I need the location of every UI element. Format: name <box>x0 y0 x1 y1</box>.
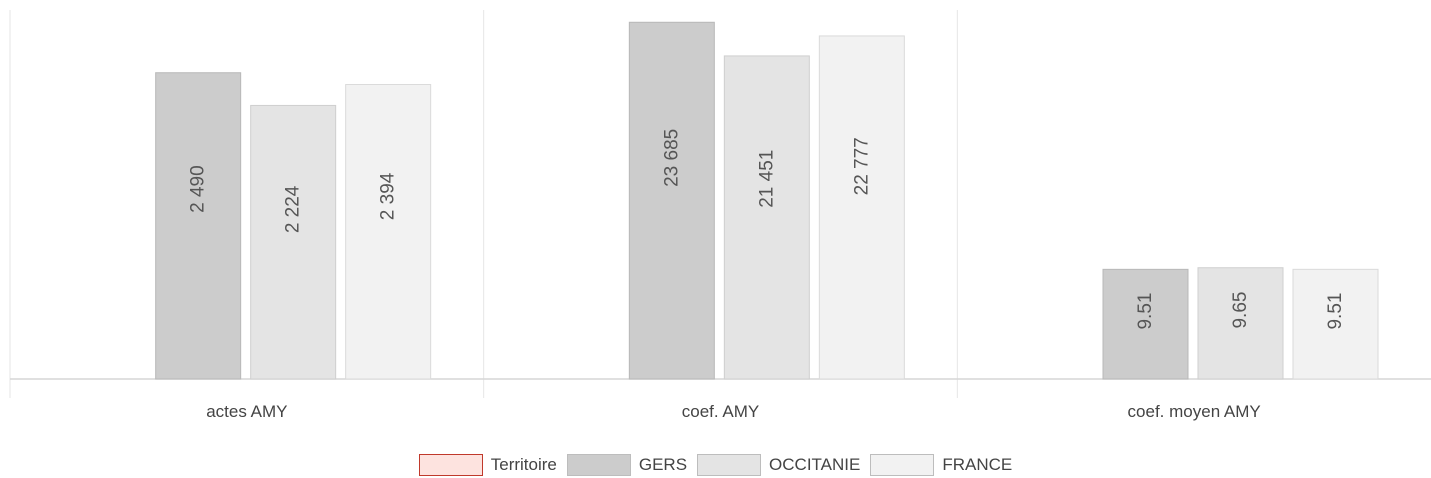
legend-swatch-occitanie <box>697 454 761 476</box>
bar-value-label: 21 451 <box>756 150 777 208</box>
bar-value-label: 22 777 <box>851 137 872 195</box>
category-label: actes AMY <box>206 402 287 421</box>
legend: Territoire GERS OCCITANIE FRANCE <box>0 452 1431 478</box>
category-label: coef. AMY <box>682 402 759 421</box>
legend-swatch-gers <box>567 454 631 476</box>
legend-item-territoire[interactable]: Territoire <box>419 454 557 476</box>
legend-item-occitanie[interactable]: OCCITANIE <box>697 454 860 476</box>
bar-value-label: 9.65 <box>1230 292 1251 329</box>
legend-item-france[interactable]: FRANCE <box>870 454 1012 476</box>
bar-gers-2[interactable] <box>629 22 714 379</box>
bar-value-label: 23 685 <box>661 129 682 187</box>
category-label: coef. moyen AMY <box>1128 402 1261 421</box>
bar-france-1[interactable] <box>346 85 431 379</box>
bar-value-label: 2 394 <box>378 172 399 220</box>
legend-label-france: FRANCE <box>942 455 1012 475</box>
legend-swatch-territoire <box>419 454 483 476</box>
bar-occitanie-1[interactable] <box>251 105 336 379</box>
bar-value-label: 9.51 <box>1135 293 1156 330</box>
bar-value-label: 2 490 <box>188 165 209 213</box>
legend-label-occitanie: OCCITANIE <box>769 455 860 475</box>
legend-swatch-france <box>870 454 934 476</box>
bar-occitanie-2[interactable] <box>724 56 809 379</box>
bar-value-label: 2 224 <box>283 185 304 233</box>
legend-item-gers[interactable]: GERS <box>567 454 687 476</box>
bar-france-2[interactable] <box>819 36 904 379</box>
bar-value-label: 9.51 <box>1325 293 1346 330</box>
bar-gers-1[interactable] <box>156 73 241 379</box>
legend-label-territoire: Territoire <box>491 455 557 475</box>
legend-label-gers: GERS <box>639 455 687 475</box>
